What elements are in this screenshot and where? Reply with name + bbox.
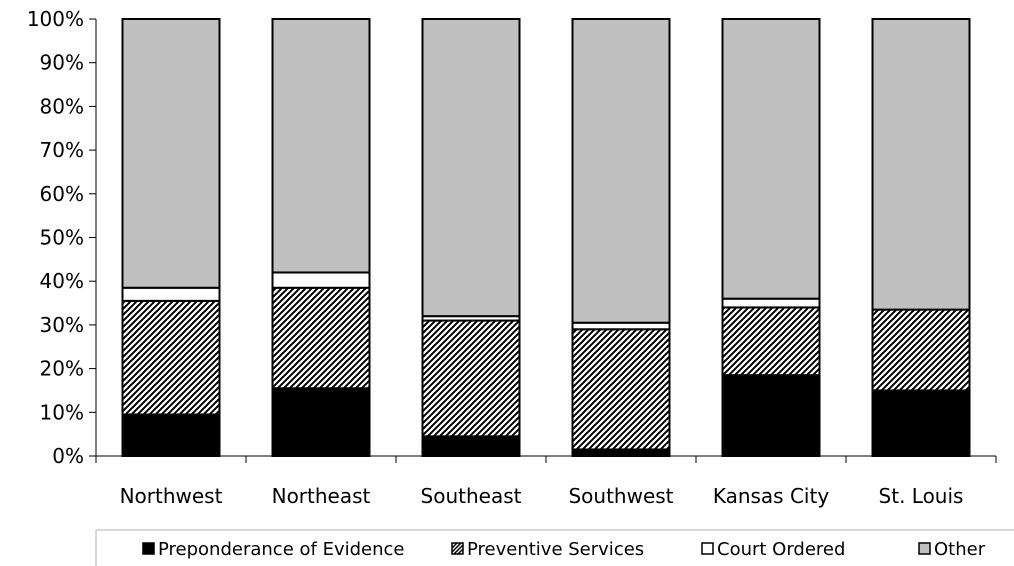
bar-northwest-court-ordered bbox=[121, 286, 221, 302]
axes: 0% 10% 20% 30% 40% 50% 60% 70% 80% 90% 100% bbox=[27, 7, 997, 468]
category-label-st-louis: St. Louis bbox=[879, 484, 964, 508]
y-tick-label: 80% bbox=[40, 94, 84, 118]
y-tick-label: 20% bbox=[40, 357, 84, 381]
y-tick-label: 70% bbox=[40, 138, 84, 162]
legend-swatch-preventive-services bbox=[451, 542, 464, 555]
y-tick-label: 10% bbox=[40, 400, 84, 424]
bar-kansas-city-preponderance-of-evidence bbox=[721, 374, 821, 457]
y-tick-label: 40% bbox=[40, 269, 84, 293]
bar-kansas-city-other bbox=[721, 18, 821, 300]
category-label-southwest: Southwest bbox=[568, 484, 673, 508]
bar-group-st-louis bbox=[871, 18, 971, 458]
bar-group-southwest bbox=[571, 18, 671, 458]
y-tick-label: 100% bbox=[27, 7, 84, 31]
legend-swatch-other bbox=[918, 542, 931, 555]
category-label-northeast: Northeast bbox=[272, 484, 371, 508]
bar-group-kansas-city bbox=[721, 18, 821, 457]
bar-southeast-other bbox=[421, 18, 521, 318]
legend: Preponderance of Evidence Preventive Serv… bbox=[95, 529, 1014, 566]
bar-southeast-preponderance-of-evidence bbox=[421, 435, 521, 457]
bar-southwest-other bbox=[571, 18, 671, 324]
bar-kansas-city-preventive-services bbox=[721, 306, 821, 377]
legend-label-other: Other bbox=[934, 539, 986, 560]
y-tick-label: 60% bbox=[40, 182, 84, 206]
category-label-kansas-city: Kansas City bbox=[713, 484, 830, 508]
bar-st-louis-preventive-services bbox=[871, 308, 971, 392]
bar-southeast-preventive-services bbox=[421, 319, 521, 438]
bar-northwest-preponderance-of-evidence bbox=[121, 413, 221, 457]
bar-southwest-preventive-services bbox=[571, 328, 671, 451]
y-tick-label: 90% bbox=[40, 51, 84, 75]
bar-group-northwest bbox=[121, 18, 221, 457]
y-tick-label: 0% bbox=[52, 444, 84, 468]
bar-group-northeast bbox=[271, 18, 371, 458]
bar-st-louis-preponderance-of-evidence bbox=[871, 389, 971, 458]
bar-northeast-other bbox=[271, 18, 371, 274]
legend-swatch-court-ordered bbox=[701, 542, 714, 555]
legend-label-preponderance-of-evidence: Preponderance of Evidence bbox=[158, 539, 404, 560]
bar-northwest-preventive-services bbox=[121, 299, 221, 416]
y-tick-label: 30% bbox=[40, 313, 84, 337]
y-tick-label: 50% bbox=[40, 226, 84, 250]
bars bbox=[121, 18, 971, 458]
bar-northwest-other bbox=[121, 18, 221, 289]
category-label-southeast: Southeast bbox=[421, 484, 522, 508]
legend-label-court-ordered: Court Ordered bbox=[717, 539, 845, 560]
bar-northeast-preventive-services bbox=[271, 286, 371, 390]
bar-northeast-preponderance-of-evidence bbox=[271, 387, 371, 458]
bar-kansas-city-court-ordered bbox=[721, 297, 821, 309]
legend-swatch-preponderance-of-evidence bbox=[142, 542, 155, 555]
category-label-northwest: Northwest bbox=[120, 484, 223, 508]
bar-group-southeast bbox=[421, 18, 521, 457]
category-labels: Northwest Northeast Southeast Southwest Kans… bbox=[120, 484, 964, 508]
legend-label-preventive-services: Preventive Services bbox=[467, 539, 644, 560]
bar-st-louis-other bbox=[871, 18, 971, 311]
bar-northeast-court-ordered bbox=[271, 271, 371, 289]
